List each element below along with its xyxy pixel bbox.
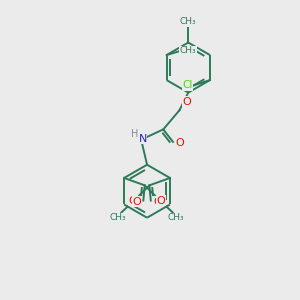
Text: H: H xyxy=(131,129,138,140)
Text: O: O xyxy=(153,196,162,206)
Text: O: O xyxy=(175,138,184,148)
Text: CH₃: CH₃ xyxy=(179,46,196,55)
Text: CH₃: CH₃ xyxy=(180,17,196,26)
Text: CH₃: CH₃ xyxy=(110,213,126,222)
Text: Cl: Cl xyxy=(182,80,193,90)
Text: CH₃: CH₃ xyxy=(168,213,184,222)
Text: O: O xyxy=(182,97,191,107)
Text: N: N xyxy=(139,134,147,144)
Text: O: O xyxy=(132,196,141,206)
Text: O: O xyxy=(129,196,138,206)
Text: O: O xyxy=(157,196,165,206)
